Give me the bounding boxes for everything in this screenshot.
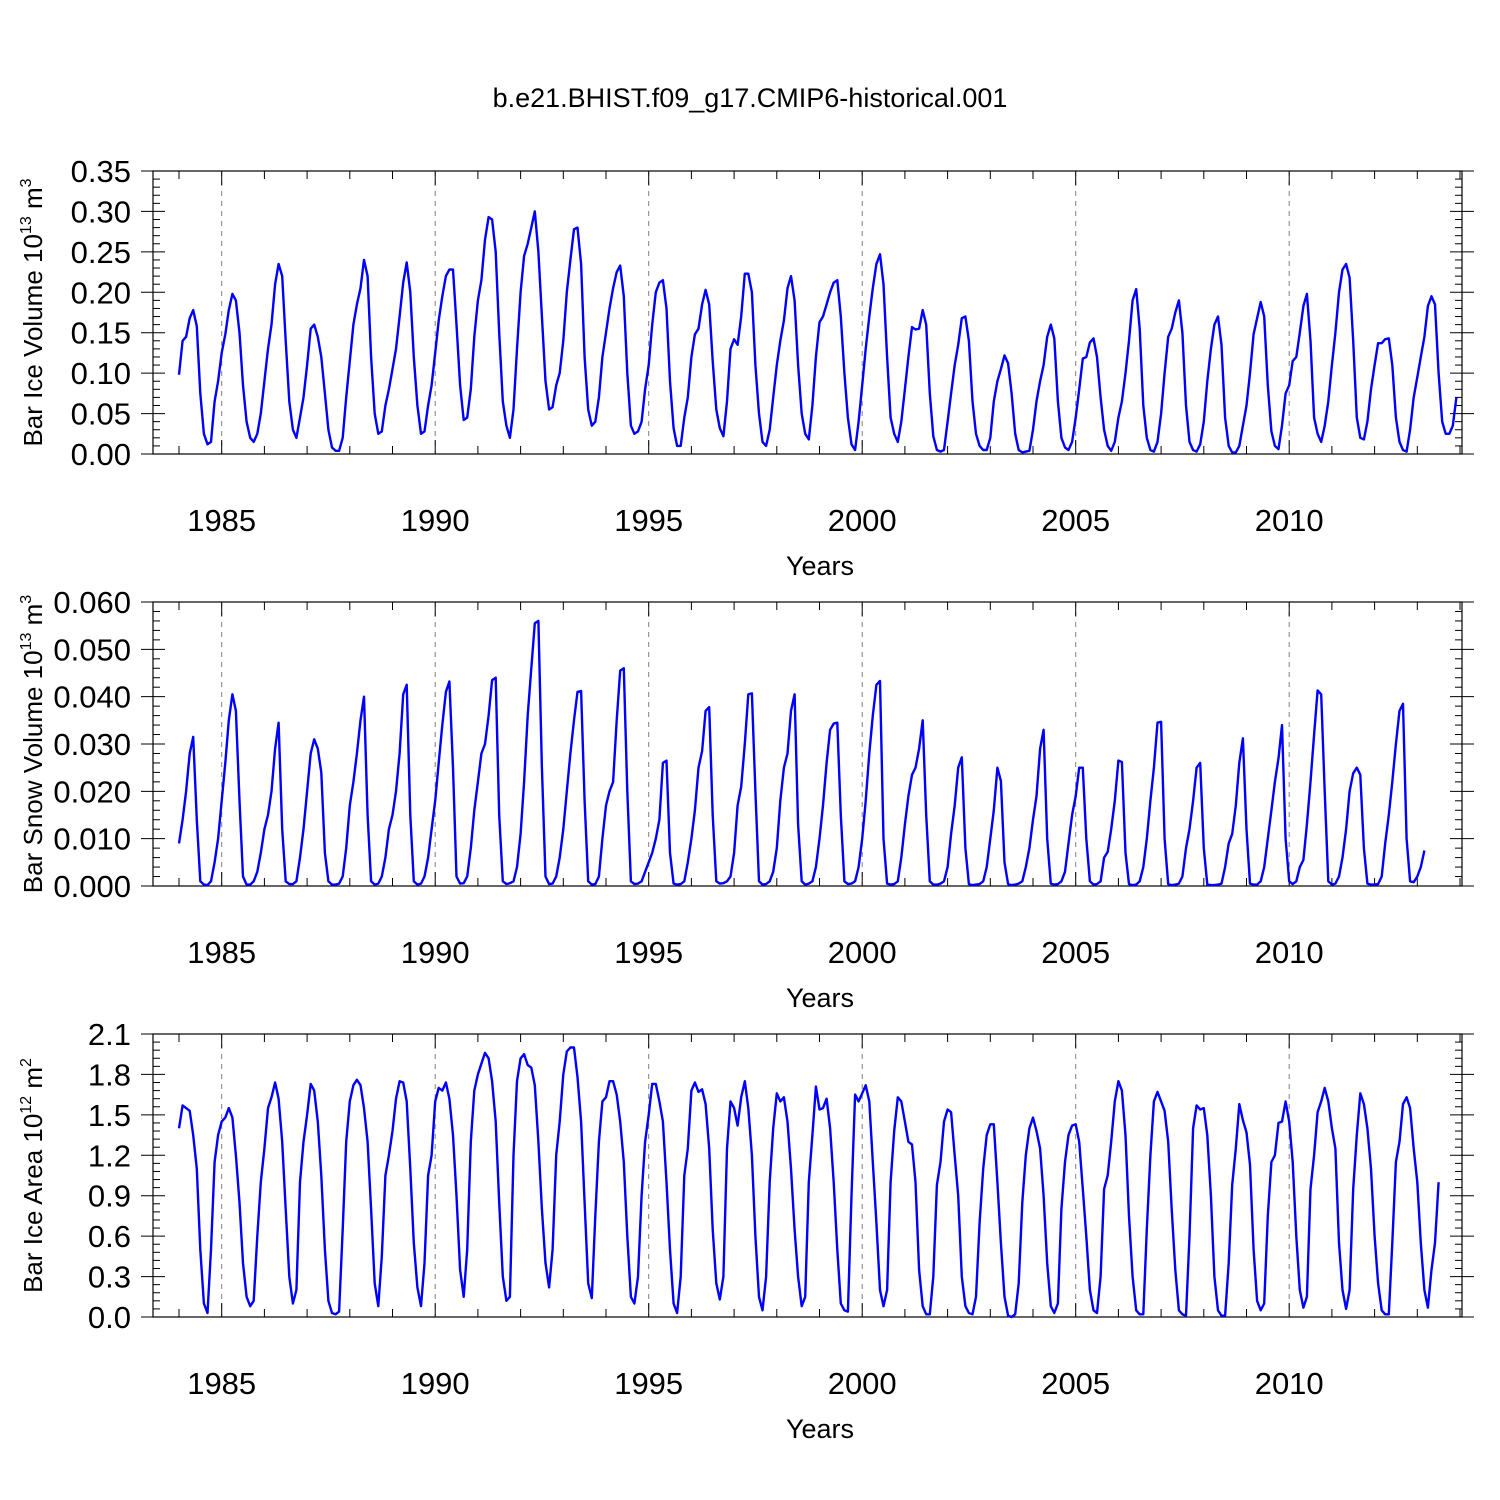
ice-area-ytick-label: 0.0 xyxy=(88,1300,131,1335)
ice-area-xtick-label: 2010 xyxy=(1255,1366,1324,1401)
ice-volume-ytick-label: 0.20 xyxy=(71,275,131,310)
snow-volume-ytick-label: 0.040 xyxy=(53,680,131,715)
ice-area-ytick-label: 2.1 xyxy=(88,1017,131,1052)
ice-volume-ytick-label: 0.10 xyxy=(71,356,131,391)
ice-volume-xtick-label: 2000 xyxy=(828,503,897,538)
snow-volume-ytick-label: 0.030 xyxy=(53,727,131,762)
snow-volume-ytick-label: 0.060 xyxy=(53,585,131,620)
ice-area-xlabel: Years xyxy=(786,1414,854,1444)
ice-volume-xtick-label: 2010 xyxy=(1255,503,1324,538)
figure-title: b.e21.BHIST.f09_g17.CMIP6-historical.001 xyxy=(493,83,1008,113)
ice-volume-frame xyxy=(152,170,1463,455)
ice-area-ytick-label: 1.8 xyxy=(88,1057,131,1092)
ice-area-ylabel: Bar Ice Area 1012 m2 xyxy=(18,1058,48,1293)
ice-volume-ytick-label: 0.25 xyxy=(71,235,131,270)
ice-volume-ytick-label: 0.05 xyxy=(71,397,131,432)
snow-volume-xtick-label: 1995 xyxy=(614,935,683,970)
snow-volume-xtick-label: 1985 xyxy=(187,935,256,970)
snow-volume-ytick-label: 0.000 xyxy=(53,869,131,904)
ice-area-xtick-label: 2000 xyxy=(828,1366,897,1401)
ice-volume-ytick-label: 0.35 xyxy=(71,154,131,189)
ice-volume-ytick-label: 0.30 xyxy=(71,194,131,229)
ice-area-xtick-label: 1995 xyxy=(614,1366,683,1401)
ice-volume-ytick-label: 0.15 xyxy=(71,316,131,351)
ice-volume-xtick-label: 2005 xyxy=(1041,503,1110,538)
snow-volume-xlabel: Years xyxy=(786,983,854,1013)
ice-volume-xlabel: Years xyxy=(786,551,854,581)
ice-area-ytick-label: 0.6 xyxy=(88,1219,131,1254)
ice-volume-xtick-label: 1985 xyxy=(187,503,256,538)
ice-volume-xtick-label: 1995 xyxy=(614,503,683,538)
ice-area-panel: 0.0 0.3 0.6 0.9 1.2 1.5 1.8 2.1 1985 1990 1995 2000… xyxy=(18,1017,1474,1444)
ice-area-xtick-label: 2005 xyxy=(1041,1366,1110,1401)
ice-area-xtick-label: 1990 xyxy=(401,1366,470,1401)
snow-volume-ytick-label: 0.050 xyxy=(53,632,131,667)
ice-volume-ylabel: Bar Ice Volume 1013 m3 xyxy=(18,178,48,446)
ice-volume-series-line xyxy=(177,210,1458,454)
ice-volume-xtick-label: 1990 xyxy=(401,503,470,538)
ice-area-ytick-label: 1.2 xyxy=(88,1138,131,1173)
ice-volume-ytick-label: 0.00 xyxy=(71,437,131,472)
snow-volume-ytick-label: 0.020 xyxy=(53,774,131,809)
snow-volume-ytick-label: 0.010 xyxy=(53,822,131,857)
snow-volume-series-line xyxy=(177,619,1426,887)
snow-volume-xtick-label: 2010 xyxy=(1255,935,1324,970)
snow-volume-xtick-label: 2005 xyxy=(1041,935,1110,970)
snow-volume-xtick-label: 1990 xyxy=(401,935,470,970)
ice-area-series-line xyxy=(177,1046,1440,1319)
ice-area-ytick-label: 1.5 xyxy=(88,1098,131,1133)
snow-volume-panel: 0.000 0.010 0.020 0.030 0.040 0.050 0.060 1985 1… xyxy=(18,585,1474,1013)
ice-area-ytick-label: 0.3 xyxy=(88,1260,131,1295)
snow-volume-xtick-label: 2000 xyxy=(828,935,897,970)
ice-volume-panel: 0.00 0.05 0.10 0.15 0.20 0.25 0.30 0.35 1985 1990… xyxy=(18,154,1474,581)
ice-area-xtick-label: 1985 xyxy=(187,1366,256,1401)
snow-volume-frame xyxy=(152,601,1463,887)
snow-volume-ylabel: Bar Snow Volume 1013 m3 xyxy=(18,595,48,894)
ice-area-ytick-label: 0.9 xyxy=(88,1179,131,1214)
ice-area-frame xyxy=(152,1033,1463,1318)
